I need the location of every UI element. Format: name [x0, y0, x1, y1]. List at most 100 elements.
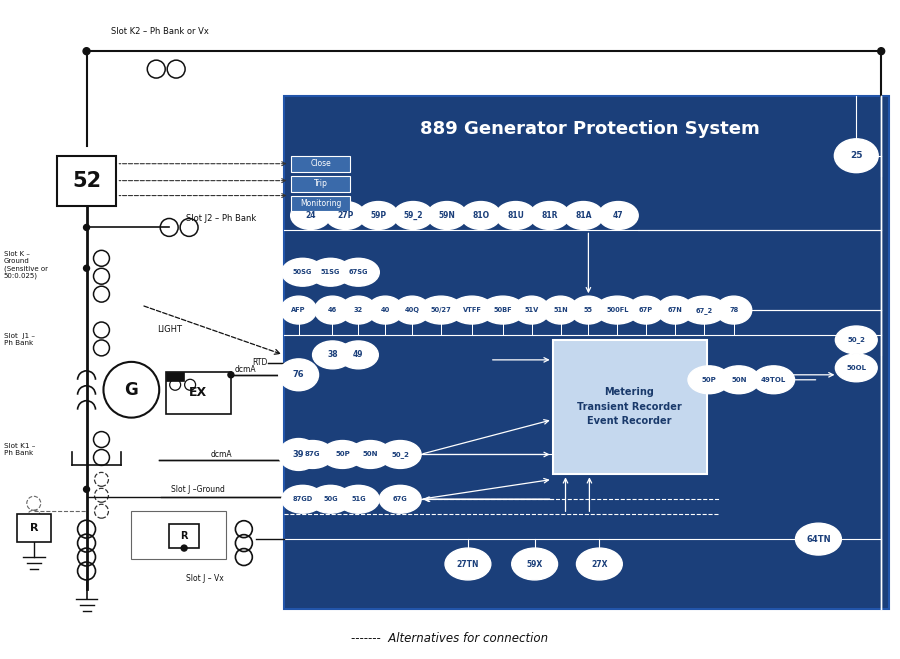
Text: 50N: 50N	[363, 451, 378, 457]
Text: 76: 76	[292, 370, 304, 380]
Ellipse shape	[281, 296, 317, 324]
Ellipse shape	[312, 341, 353, 369]
Ellipse shape	[682, 296, 725, 324]
Text: 55: 55	[584, 307, 593, 313]
Text: 500FL: 500FL	[606, 307, 628, 313]
FancyBboxPatch shape	[17, 514, 50, 542]
Text: 81R: 81R	[541, 211, 558, 220]
Ellipse shape	[282, 485, 323, 513]
Ellipse shape	[834, 139, 878, 173]
FancyBboxPatch shape	[166, 372, 231, 414]
Text: Slot  J1 –
Ph Bank: Slot J1 – Ph Bank	[4, 333, 35, 347]
Text: 50G: 50G	[323, 496, 338, 502]
Text: 51G: 51G	[351, 496, 365, 502]
Text: 81O: 81O	[472, 211, 490, 220]
Text: VTFF: VTFF	[463, 307, 482, 313]
Text: Slot K –
Ground
(Sensitive or
50:0.025): Slot K – Ground (Sensitive or 50:0.025)	[4, 251, 48, 279]
Text: Trip: Trip	[313, 179, 328, 188]
Text: R: R	[180, 531, 188, 541]
Circle shape	[84, 225, 89, 231]
Ellipse shape	[450, 296, 494, 324]
Circle shape	[228, 372, 234, 378]
Ellipse shape	[394, 296, 430, 324]
Ellipse shape	[716, 296, 751, 324]
Text: 51SG: 51SG	[320, 270, 340, 275]
Ellipse shape	[338, 341, 378, 369]
Ellipse shape	[379, 440, 421, 469]
Text: dcmA: dcmA	[235, 365, 256, 374]
Ellipse shape	[340, 296, 376, 324]
Ellipse shape	[481, 296, 525, 324]
Text: 27X: 27X	[591, 559, 608, 569]
Text: 27P: 27P	[338, 211, 354, 220]
Text: Slot K2 – Ph Bank or Vx: Slot K2 – Ph Bank or Vx	[112, 27, 210, 36]
Text: 52: 52	[72, 171, 101, 190]
Circle shape	[878, 47, 885, 55]
Ellipse shape	[835, 354, 878, 382]
Text: G: G	[124, 381, 139, 399]
FancyBboxPatch shape	[57, 156, 116, 206]
Ellipse shape	[752, 366, 795, 393]
Text: dcmA: dcmA	[211, 450, 232, 459]
Ellipse shape	[596, 296, 639, 324]
Circle shape	[84, 486, 89, 492]
Text: EX: EX	[189, 386, 207, 399]
Ellipse shape	[598, 202, 638, 229]
Ellipse shape	[321, 440, 364, 469]
Text: Slot J –Ground: Slot J –Ground	[171, 485, 225, 494]
Text: 50/27: 50/27	[431, 307, 452, 313]
Ellipse shape	[279, 438, 319, 471]
Ellipse shape	[718, 366, 760, 393]
Text: 59_2: 59_2	[403, 211, 423, 220]
Text: 87G: 87G	[305, 451, 320, 457]
Text: 50BF: 50BF	[493, 307, 512, 313]
Text: 87GD: 87GD	[292, 496, 312, 502]
Ellipse shape	[428, 202, 467, 229]
Ellipse shape	[628, 296, 664, 324]
Ellipse shape	[291, 202, 330, 229]
Ellipse shape	[310, 258, 351, 286]
Text: 39: 39	[292, 450, 304, 459]
Ellipse shape	[461, 202, 500, 229]
FancyBboxPatch shape	[166, 372, 184, 381]
Ellipse shape	[338, 258, 379, 286]
Ellipse shape	[279, 359, 319, 391]
Text: 67N: 67N	[668, 307, 682, 313]
Text: Monitoring: Monitoring	[300, 199, 341, 208]
Text: RTD: RTD	[252, 358, 268, 367]
Ellipse shape	[514, 296, 550, 324]
FancyBboxPatch shape	[284, 96, 889, 609]
Text: Close: Close	[310, 159, 331, 168]
Text: 67_2: 67_2	[696, 306, 713, 314]
Ellipse shape	[379, 485, 421, 513]
FancyBboxPatch shape	[291, 196, 350, 212]
Ellipse shape	[315, 296, 350, 324]
Text: 59X: 59X	[526, 559, 543, 569]
Ellipse shape	[530, 202, 570, 229]
Text: 27TN: 27TN	[456, 559, 479, 569]
Ellipse shape	[571, 296, 607, 324]
Text: 81A: 81A	[575, 211, 591, 220]
FancyBboxPatch shape	[291, 156, 350, 171]
Ellipse shape	[657, 296, 693, 324]
Ellipse shape	[577, 548, 622, 580]
Text: 67P: 67P	[639, 307, 653, 313]
FancyBboxPatch shape	[291, 176, 350, 192]
Text: 51V: 51V	[525, 307, 539, 313]
Ellipse shape	[496, 202, 536, 229]
Text: 51N: 51N	[554, 307, 568, 313]
Text: Slot J2 – Ph Bank: Slot J2 – Ph Bank	[186, 214, 256, 223]
Text: 50_2: 50_2	[392, 451, 410, 458]
Ellipse shape	[310, 485, 351, 513]
Text: 50SG: 50SG	[292, 270, 312, 275]
Ellipse shape	[796, 523, 842, 555]
Text: 40Q: 40Q	[405, 307, 419, 313]
Text: 78: 78	[729, 307, 738, 313]
Ellipse shape	[419, 296, 463, 324]
Text: Metering
Transient Recorder
Event Recorder: Metering Transient Recorder Event Record…	[577, 387, 681, 426]
Text: Slot K1 –
Ph Bank: Slot K1 – Ph Bank	[4, 443, 35, 456]
Text: 67SG: 67SG	[348, 270, 368, 275]
Text: 38: 38	[328, 351, 338, 359]
Text: R: R	[30, 523, 38, 533]
Ellipse shape	[358, 202, 398, 229]
